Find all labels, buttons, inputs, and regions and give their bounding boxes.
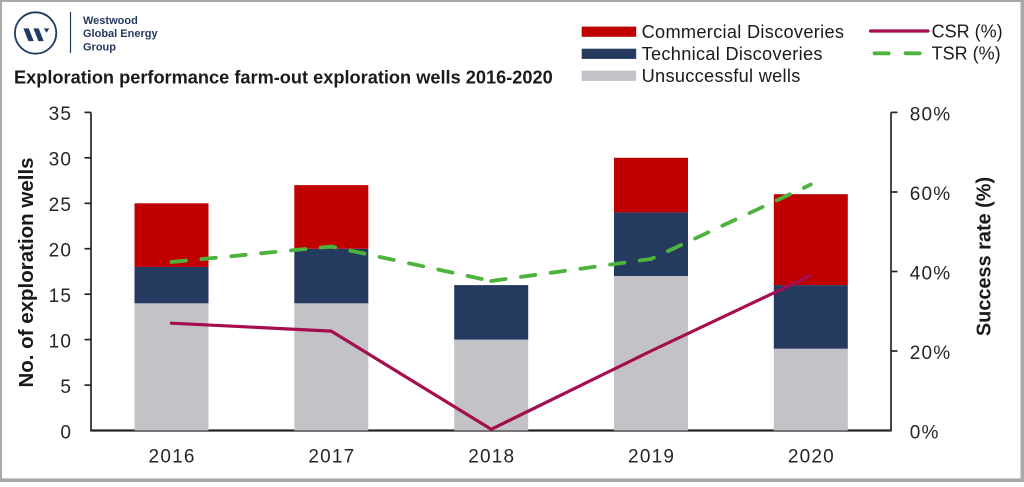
- svg-text:80%: 80%: [910, 105, 952, 126]
- svg-text:Commercial Discoveries: Commercial Discoveries: [642, 22, 845, 42]
- svg-text:15: 15: [49, 286, 73, 307]
- svg-text:30: 30: [49, 150, 73, 171]
- svg-text:20: 20: [49, 241, 73, 262]
- svg-text:CSR (%): CSR (%): [932, 21, 1003, 41]
- svg-text:TSR (%): TSR (%): [932, 44, 1001, 64]
- svg-text:2019: 2019: [628, 446, 675, 467]
- svg-text:No. of exploration wells: No. of exploration wells: [15, 157, 38, 387]
- svg-text:2017: 2017: [308, 446, 355, 467]
- svg-text:Westwood: Westwood: [83, 15, 138, 27]
- svg-text:0: 0: [60, 422, 72, 443]
- svg-text:Unsuccessful wells: Unsuccessful wells: [642, 66, 801, 86]
- svg-text:40%: 40%: [910, 264, 952, 285]
- svg-text:60%: 60%: [910, 184, 952, 205]
- svg-text:10: 10: [49, 331, 73, 352]
- svg-text:Group: Group: [83, 41, 116, 53]
- svg-text:Success rate (%): Success rate (%): [974, 177, 996, 336]
- svg-text:2020: 2020: [788, 446, 835, 467]
- svg-text:20%: 20%: [910, 343, 952, 364]
- svg-text:Technical Discoveries: Technical Discoveries: [642, 44, 823, 64]
- svg-text:Exploration performance farm-o: Exploration performance farm-out explora…: [14, 67, 553, 87]
- svg-text:2018: 2018: [468, 446, 515, 467]
- svg-text:Global Energy: Global Energy: [83, 28, 158, 40]
- svg-text:0%: 0%: [910, 423, 940, 444]
- svg-text:2016: 2016: [149, 446, 196, 467]
- svg-text:5: 5: [60, 377, 72, 398]
- svg-text:25: 25: [49, 195, 73, 216]
- svg-text:35: 35: [49, 104, 73, 125]
